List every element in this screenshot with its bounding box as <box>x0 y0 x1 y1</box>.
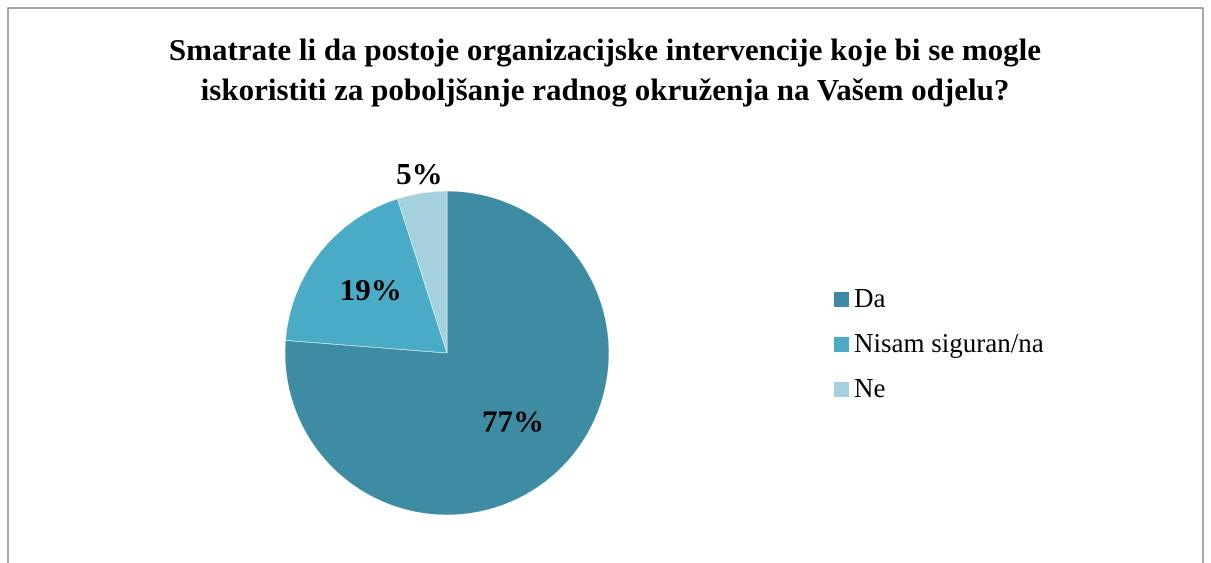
legend-label: Da <box>854 283 885 313</box>
data-label: 19% <box>340 272 402 307</box>
data-label: 5% <box>396 156 443 191</box>
legend-swatch <box>834 382 849 397</box>
pie-slice <box>285 198 448 354</box>
legend-label: Ne <box>854 373 885 403</box>
legend-label: Nisam siguran/na <box>854 328 1044 358</box>
legend-swatch <box>834 337 849 352</box>
data-label: 77% <box>482 403 544 438</box>
pie-slice <box>284 190 610 516</box>
chart-title: Smatrate li da postoje organizacijske in… <box>168 32 1042 107</box>
chart-border <box>7 7 1204 563</box>
legend-swatch <box>834 292 849 307</box>
pie-slice <box>397 190 448 354</box>
